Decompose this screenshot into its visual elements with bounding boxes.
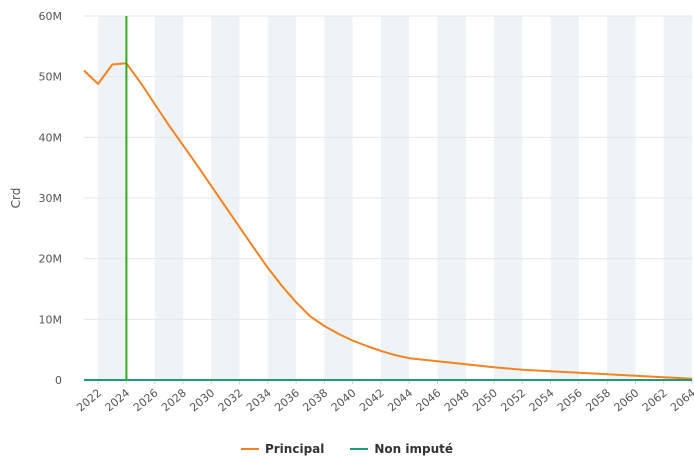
y-axis-label: Crd	[9, 188, 23, 209]
y-tick-label: 0	[55, 374, 62, 387]
x-tick-label: 2056	[555, 386, 585, 414]
legend-item-non-impute[interactable]: Non imputé	[350, 442, 453, 456]
x-tick-label: 2044	[385, 386, 415, 414]
legend-swatch-non-impute	[350, 448, 369, 450]
x-tick-label: 2052	[498, 386, 528, 414]
series-lines	[83, 62, 693, 381]
x-tick-label: 2034	[244, 386, 274, 414]
y-tick-label: 20M	[39, 253, 63, 266]
legend-item-principal[interactable]: Principal	[240, 442, 325, 456]
line-chart: 0 10M 20M 30M 40M 50M 60M 20222024202620282030…	[9, 10, 694, 414]
x-tick-label: 2032	[216, 386, 246, 414]
y-tick-label: 10M	[39, 313, 63, 326]
x-tick-label: 2024	[103, 386, 133, 414]
x-tick-label: 2050	[470, 386, 500, 414]
y-tick-label: 40M	[39, 131, 63, 144]
legend-label-non-impute: Non imputé	[374, 442, 454, 456]
legend-label-principal: Principal	[264, 442, 325, 456]
x-tick-label: 2058	[583, 386, 613, 414]
y-axis-tick-labels: 0 10M 20M 30M 40M 50M 60M	[39, 10, 63, 387]
x-axis-tick-labels: 2022202420262028203020322034203620382040…	[74, 380, 694, 414]
y-tick-label: 60M	[39, 10, 63, 23]
x-tick-label: 2048	[442, 386, 472, 414]
legend-swatch-principal	[240, 448, 259, 450]
x-tick-label: 2036	[272, 386, 302, 414]
legend: Principal Non imputé	[0, 440, 694, 458]
x-tick-label: 2028	[159, 386, 189, 414]
series-line-0	[83, 62, 693, 380]
x-tick-label: 2040	[329, 386, 359, 414]
x-tick-label: 2054	[527, 386, 557, 414]
x-tick-label: 2038	[300, 386, 330, 414]
x-tick-label: 2064	[668, 386, 694, 414]
x-tick-label: 2060	[612, 386, 642, 414]
x-tick-label: 2030	[187, 386, 217, 414]
x-tick-label: 2026	[131, 386, 161, 414]
y-tick-label: 50M	[39, 71, 63, 84]
x-tick-label: 2022	[74, 386, 104, 414]
x-tick-label: 2046	[414, 386, 444, 414]
x-tick-label: 2062	[640, 386, 670, 414]
x-tick-label: 2042	[357, 386, 387, 414]
y-tick-label: 30M	[39, 192, 63, 205]
